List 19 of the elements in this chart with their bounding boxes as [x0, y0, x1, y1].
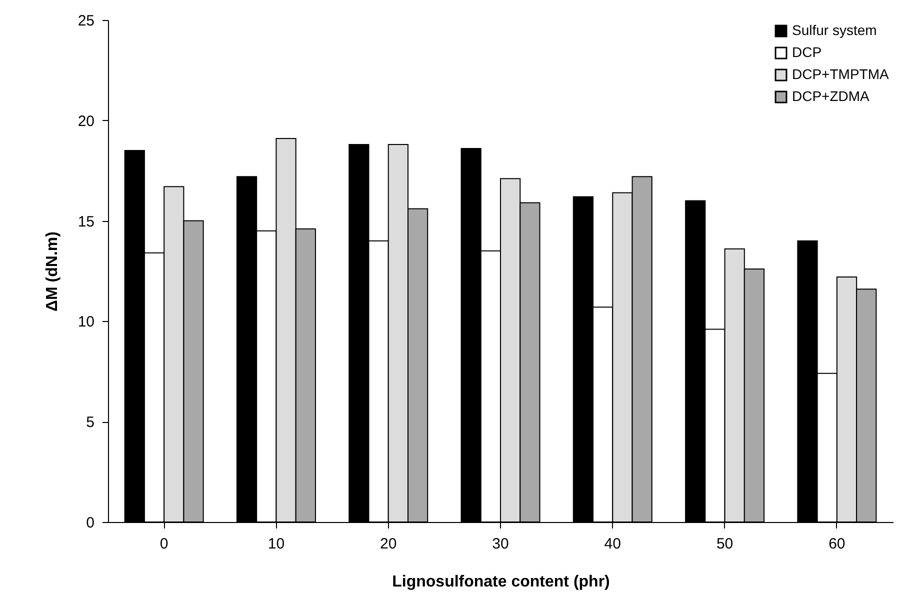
x-axis-title: Lignosulfonate content (phr): [392, 574, 610, 590]
x-tick-label: 0: [160, 536, 168, 552]
legend-label: DCP+TMPTMA: [792, 66, 890, 82]
legend-label: DCP+ZDMA: [792, 88, 870, 104]
y-axis-title: ΔM (dN.m): [44, 232, 61, 312]
x-tick-label: 30: [492, 536, 509, 552]
x-tick-label: 40: [604, 536, 621, 552]
x-tick-label: 10: [268, 536, 285, 552]
y-tick-label: 25: [78, 12, 94, 30]
x-tick-label: 60: [828, 536, 846, 552]
x-tick-label: 20: [380, 536, 397, 552]
y-tick-label: 0: [86, 514, 94, 532]
legend-label: DCP: [792, 44, 822, 60]
y-tick-label: 5: [86, 414, 94, 432]
y-tick-label: 15: [78, 213, 94, 230]
y-tick-label: 20: [78, 112, 94, 130]
y-tick-label: 10: [78, 314, 94, 331]
x-tick-label: 50: [716, 536, 734, 552]
legend-label: Sulfur system: [792, 22, 877, 38]
